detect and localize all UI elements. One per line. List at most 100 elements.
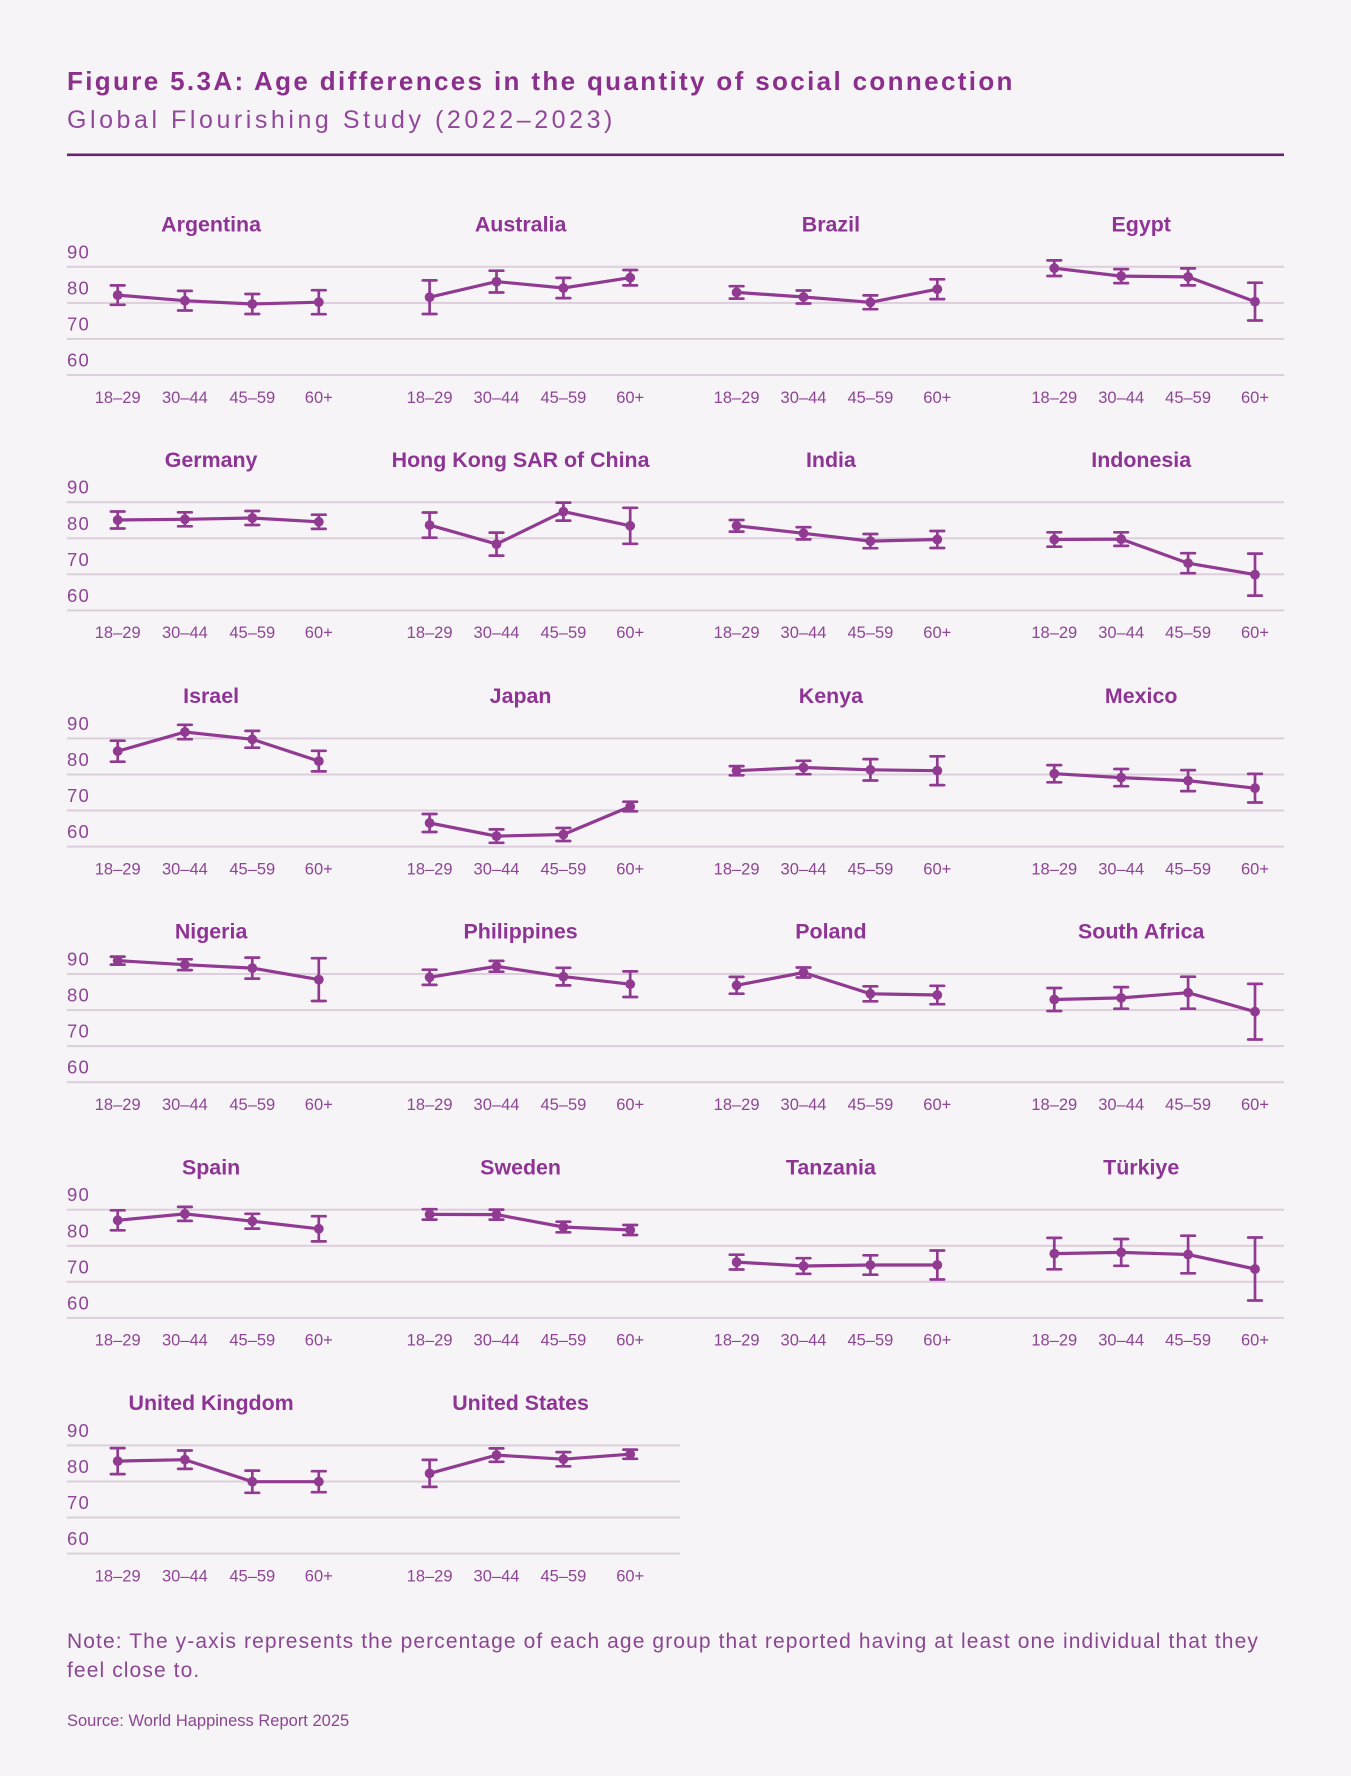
svg-text:feel close to.: feel close to. — [67, 1659, 200, 1682]
svg-text:18–29: 18–29 — [407, 860, 453, 878]
svg-text:Argentina: Argentina — [161, 213, 262, 237]
svg-text:60+: 60+ — [305, 1332, 333, 1350]
svg-text:45–59: 45–59 — [540, 624, 586, 642]
svg-text:Philippines: Philippines — [464, 920, 578, 944]
svg-text:60+: 60+ — [616, 624, 644, 642]
svg-text:80: 80 — [67, 1456, 90, 1477]
svg-text:18–29: 18–29 — [407, 1567, 453, 1585]
svg-text:80: 80 — [67, 277, 90, 298]
svg-text:45–59: 45–59 — [229, 1096, 275, 1114]
svg-text:18–29: 18–29 — [714, 389, 760, 407]
svg-text:80: 80 — [67, 749, 90, 770]
svg-text:60: 60 — [67, 1528, 90, 1549]
svg-text:30–44: 30–44 — [162, 1096, 208, 1114]
svg-text:Kenya: Kenya — [799, 684, 864, 708]
svg-text:United States: United States — [452, 1391, 589, 1415]
svg-text:Global Flourishing Study (2022: Global Flourishing Study (2022–2023) — [67, 106, 616, 134]
svg-text:60: 60 — [67, 1292, 90, 1313]
svg-text:Source: World Happiness Report: Source: World Happiness Report 2025 — [67, 1712, 349, 1730]
svg-text:30–44: 30–44 — [474, 624, 520, 642]
svg-text:90: 90 — [67, 949, 90, 970]
svg-text:70: 70 — [67, 1492, 90, 1513]
svg-text:18–29: 18–29 — [95, 1567, 141, 1585]
svg-text:Australia: Australia — [475, 213, 568, 237]
svg-text:30–44: 30–44 — [474, 1332, 520, 1350]
svg-text:60+: 60+ — [1241, 624, 1269, 642]
svg-text:60+: 60+ — [923, 624, 951, 642]
svg-text:30–44: 30–44 — [162, 389, 208, 407]
svg-text:45–59: 45–59 — [1165, 1096, 1211, 1114]
svg-text:Figure 5.3A: Age differences i: Figure 5.3A: Age differences in the quan… — [67, 66, 1015, 96]
svg-text:18–29: 18–29 — [714, 1332, 760, 1350]
svg-text:Spain: Spain — [182, 1155, 240, 1179]
svg-text:45–59: 45–59 — [229, 860, 275, 878]
svg-text:30–44: 30–44 — [1098, 860, 1144, 878]
svg-text:60+: 60+ — [305, 389, 333, 407]
svg-text:60+: 60+ — [616, 389, 644, 407]
svg-text:45–59: 45–59 — [847, 624, 893, 642]
svg-text:70: 70 — [67, 313, 90, 334]
svg-text:18–29: 18–29 — [714, 1096, 760, 1114]
svg-text:30–44: 30–44 — [162, 1567, 208, 1585]
svg-text:18–29: 18–29 — [1031, 860, 1077, 878]
svg-text:18–29: 18–29 — [1031, 1332, 1077, 1350]
svg-text:60+: 60+ — [305, 860, 333, 878]
svg-text:18–29: 18–29 — [95, 1096, 141, 1114]
svg-text:India: India — [806, 448, 857, 472]
svg-text:Egypt: Egypt — [1111, 213, 1170, 237]
svg-text:30–44: 30–44 — [474, 1096, 520, 1114]
svg-text:18–29: 18–29 — [407, 1332, 453, 1350]
svg-text:45–59: 45–59 — [1165, 860, 1211, 878]
svg-text:60+: 60+ — [1241, 1332, 1269, 1350]
svg-text:18–29: 18–29 — [95, 1332, 141, 1350]
svg-text:Sweden: Sweden — [480, 1155, 561, 1179]
svg-text:18–29: 18–29 — [714, 860, 760, 878]
svg-text:60: 60 — [67, 1057, 90, 1078]
svg-text:Poland: Poland — [795, 920, 866, 944]
svg-text:18–29: 18–29 — [95, 860, 141, 878]
svg-text:60+: 60+ — [1241, 1096, 1269, 1114]
svg-text:30–44: 30–44 — [781, 389, 827, 407]
svg-text:30–44: 30–44 — [1098, 1096, 1144, 1114]
svg-text:60+: 60+ — [1241, 389, 1269, 407]
svg-text:30–44: 30–44 — [781, 624, 827, 642]
svg-text:18–29: 18–29 — [714, 624, 760, 642]
svg-text:45–59: 45–59 — [847, 1332, 893, 1350]
svg-text:60+: 60+ — [616, 1096, 644, 1114]
svg-text:60+: 60+ — [305, 1096, 333, 1114]
svg-text:Brazil: Brazil — [802, 213, 860, 237]
svg-text:80: 80 — [67, 1220, 90, 1241]
svg-text:Japan: Japan — [490, 684, 552, 708]
svg-text:70: 70 — [67, 1256, 90, 1277]
svg-text:30–44: 30–44 — [1098, 1332, 1144, 1350]
svg-text:18–29: 18–29 — [1031, 389, 1077, 407]
svg-text:30–44: 30–44 — [474, 860, 520, 878]
svg-text:30–44: 30–44 — [1098, 624, 1144, 642]
svg-text:60: 60 — [67, 821, 90, 842]
svg-text:60+: 60+ — [616, 1567, 644, 1585]
svg-text:30–44: 30–44 — [474, 1567, 520, 1585]
svg-text:18–29: 18–29 — [1031, 624, 1077, 642]
svg-text:90: 90 — [67, 1184, 90, 1205]
svg-text:90: 90 — [67, 1420, 90, 1441]
svg-text:Indonesia: Indonesia — [1091, 448, 1192, 472]
svg-text:18–29: 18–29 — [95, 389, 141, 407]
svg-text:30–44: 30–44 — [162, 624, 208, 642]
svg-text:Nigeria: Nigeria — [175, 920, 249, 944]
svg-text:45–59: 45–59 — [540, 1332, 586, 1350]
svg-text:90: 90 — [67, 241, 90, 262]
svg-text:70: 70 — [67, 1021, 90, 1042]
svg-text:18–29: 18–29 — [407, 389, 453, 407]
svg-text:45–59: 45–59 — [229, 1567, 275, 1585]
svg-text:60+: 60+ — [923, 1096, 951, 1114]
svg-text:45–59: 45–59 — [540, 1567, 586, 1585]
svg-text:Mexico: Mexico — [1105, 684, 1178, 708]
svg-text:30–44: 30–44 — [781, 1096, 827, 1114]
svg-text:45–59: 45–59 — [540, 389, 586, 407]
svg-text:60+: 60+ — [1241, 860, 1269, 878]
svg-text:South Africa: South Africa — [1078, 920, 1205, 944]
svg-text:60+: 60+ — [305, 1567, 333, 1585]
svg-text:60+: 60+ — [305, 624, 333, 642]
svg-text:45–59: 45–59 — [847, 1096, 893, 1114]
svg-text:70: 70 — [67, 785, 90, 806]
